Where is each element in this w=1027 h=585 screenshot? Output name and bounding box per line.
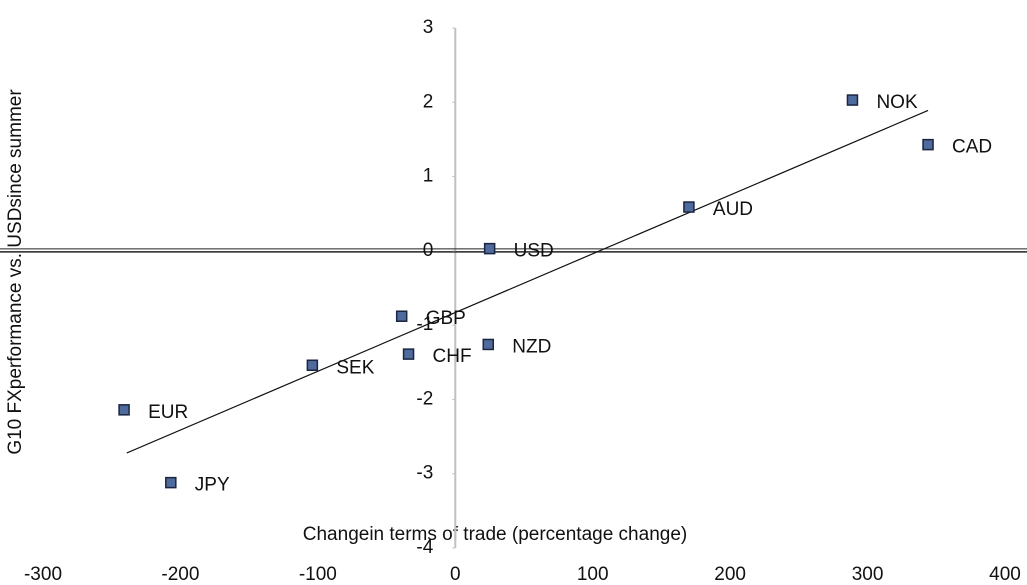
y-tick-label: -4 <box>416 537 433 558</box>
y-tick-label: -1 <box>416 314 433 335</box>
point-label: JPY <box>195 475 230 496</box>
point <box>482 338 495 351</box>
point-label: NZD <box>512 336 551 357</box>
point-label: AUD <box>713 199 753 220</box>
x-tick-label: 0 <box>450 564 461 585</box>
point-label: EUR <box>148 402 188 423</box>
y-tick-label: 0 <box>423 240 434 261</box>
x-tick-label: 300 <box>852 564 884 585</box>
y-axis-title: G10 FXperformance vs. USDsince summer <box>5 89 26 455</box>
point-label: CAD <box>952 137 992 158</box>
point <box>118 404 130 416</box>
point <box>402 348 415 360</box>
y-tick-label: 1 <box>423 166 434 187</box>
y-tick-label: 2 <box>423 91 434 112</box>
point <box>683 201 695 213</box>
point <box>165 476 177 489</box>
point <box>395 310 408 322</box>
x-tick-label: 400 <box>989 564 1021 585</box>
point <box>306 359 319 372</box>
point-label: SEK <box>336 357 374 378</box>
trendline <box>126 109 929 454</box>
y-tick-label: 3 <box>423 17 434 38</box>
point-label: GBP <box>426 308 466 329</box>
point-label: CHF <box>433 346 472 367</box>
x-tick-label: -300 <box>24 564 62 585</box>
x-tick-label: 100 <box>577 564 609 585</box>
point <box>483 242 496 255</box>
y-tick-label: -2 <box>416 388 433 409</box>
x-axis-title: Changein terms of trade (percentage chan… <box>303 524 687 545</box>
point <box>922 138 934 151</box>
y-tick-label: -3 <box>416 463 433 484</box>
x-tick-label: -100 <box>299 564 337 585</box>
x-tick-label: -200 <box>161 564 199 585</box>
point <box>846 94 859 106</box>
point-label: USD <box>514 241 554 262</box>
x-tick-label: 200 <box>714 564 746 585</box>
point-label: NOK <box>876 92 918 113</box>
